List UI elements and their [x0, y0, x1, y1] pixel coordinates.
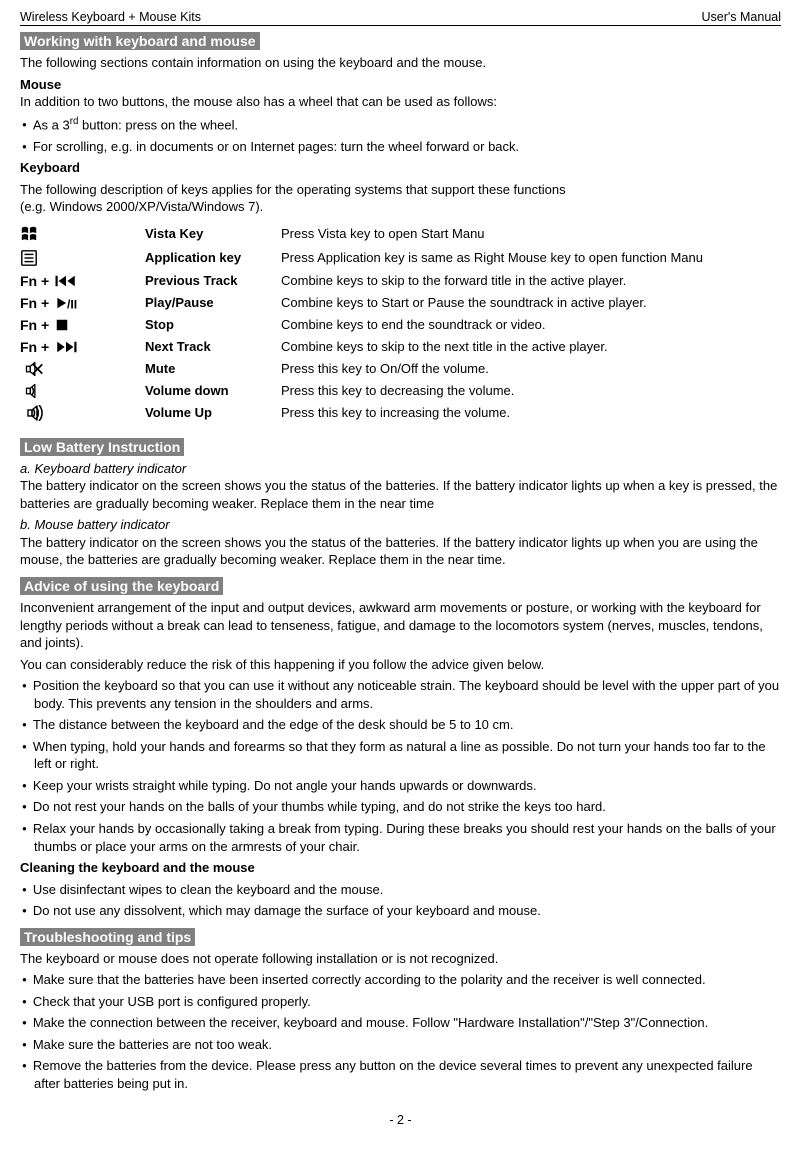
lowbatt-a-body: The battery indicator on the screen show… [20, 477, 781, 512]
lowbatt-b-body: The battery indicator on the screen show… [20, 534, 781, 569]
menu-icon [20, 249, 38, 267]
next-icon [55, 340, 77, 354]
document-page: Wireless Keyboard + Mouse Kits User's Ma… [0, 0, 801, 1147]
list-item: Do not use any dissolvent, which may dam… [20, 902, 781, 920]
key-name: Volume down [145, 380, 281, 402]
key-desc: Press this key to On/Off the volume. [281, 358, 713, 380]
fn-prefix: Fn + [20, 317, 49, 333]
list-item: Make sure that the batteries have been i… [20, 971, 781, 989]
key-row: Fn + Previous TrackCombine keys to skip t… [20, 270, 713, 292]
page-number: - 2 - [20, 1113, 781, 1127]
list-item: Use disinfectant wipes to clean the keyb… [20, 881, 781, 899]
advice-p1: Inconvenient arrangement of the input an… [20, 599, 781, 652]
key-row: Application keyPress Application key is … [20, 246, 713, 270]
list-item: Remove the batteries from the device. Pl… [20, 1057, 781, 1092]
page-header: Wireless Keyboard + Mouse Kits User's Ma… [20, 10, 781, 26]
trouble-p1: The keyboard or mouse does not operate f… [20, 950, 781, 968]
key-desc: Press Application key is same as Right M… [281, 246, 713, 270]
advice-bullets: Position the keyboard so that you can us… [20, 677, 781, 855]
mute-icon [20, 361, 46, 377]
key-row: Volume UpPress this key to increasing th… [20, 402, 713, 424]
windows-icon [20, 225, 38, 243]
list-item: When typing, hold your hands and forearm… [20, 738, 781, 773]
key-desc: Press this key to increasing the volume. [281, 402, 713, 424]
list-item: Position the keyboard so that you can us… [20, 677, 781, 712]
key-name: Volume Up [145, 402, 281, 424]
lowbatt-b-head: b. Mouse battery indicator [20, 516, 781, 534]
stop-icon [55, 318, 69, 332]
cleaning-heading: Cleaning the keyboard and the mouse [20, 859, 781, 877]
key-desc: Press Vista key to open Start Manu [281, 222, 713, 246]
list-item: Check that your USB port is configured p… [20, 993, 781, 1011]
playpause-icon [55, 296, 79, 310]
advice-p2: You can considerably reduce the risk of … [20, 656, 781, 674]
header-right: User's Manual [702, 10, 782, 24]
keyboard-heading: Keyboard [20, 159, 781, 177]
section-working-title: Working with keyboard and mouse [20, 32, 260, 50]
fn-prefix: Fn + [20, 273, 49, 289]
key-name: Vista Key [145, 222, 281, 246]
clean-bullets: Use disinfectant wipes to clean the keyb… [20, 881, 781, 920]
mouse-bullets: As a 3rd button: press on the wheel. For… [20, 115, 781, 155]
key-name: Application key [145, 246, 281, 270]
mouse-bullet-1: As a 3rd button: press on the wheel. [20, 115, 781, 134]
volup-icon [20, 405, 50, 421]
keyboard-intro2: (e.g. Windows 2000/XP/Vista/Windows 7). [20, 198, 781, 216]
voldown-icon [20, 383, 46, 399]
key-row: Volume downPress this key to decreasing … [20, 380, 713, 402]
key-name: Stop [145, 314, 281, 336]
key-desc: Combine keys to skip to the forward titl… [281, 270, 713, 292]
key-name: Previous Track [145, 270, 281, 292]
trouble-bullets: Make sure that the batteries have been i… [20, 971, 781, 1092]
key-desc: Combine keys to Start or Pause the sound… [281, 292, 713, 314]
key-desc: Press this key to decreasing the volume. [281, 380, 713, 402]
key-row: Vista KeyPress Vista key to open Start M… [20, 222, 713, 246]
prev-icon [55, 274, 77, 288]
key-row: MutePress this key to On/Off the volume. [20, 358, 713, 380]
key-name: Next Track [145, 336, 281, 358]
section-advice-title: Advice of using the keyboard [20, 577, 223, 595]
mouse-intro: In addition to two buttons, the mouse al… [20, 93, 781, 111]
fn-prefix: Fn + [20, 295, 49, 311]
list-item: The distance between the keyboard and th… [20, 716, 781, 734]
key-table: Vista KeyPress Vista key to open Start M… [20, 222, 713, 424]
section-trouble-title: Troubleshooting and tips [20, 928, 195, 946]
key-row: Fn + Next TrackCombine keys to skip to th… [20, 336, 713, 358]
keyboard-intro1: The following description of keys applie… [20, 181, 781, 199]
lowbatt-a-head: a. Keyboard battery indicator [20, 460, 781, 478]
list-item: Do not rest your hands on the balls of y… [20, 798, 781, 816]
key-name: Play/Pause [145, 292, 281, 314]
list-item: Make the connection between the receiver… [20, 1014, 781, 1032]
list-item: Make sure the batteries are not too weak… [20, 1036, 781, 1054]
mouse-bullet-2: For scrolling, e.g. in documents or on I… [20, 138, 781, 156]
header-left: Wireless Keyboard + Mouse Kits [20, 10, 201, 24]
key-row: Fn + Play/PauseCombine keys to Start or P… [20, 292, 713, 314]
key-row: Fn + StopCombine keys to end the soundtra… [20, 314, 713, 336]
key-name: Mute [145, 358, 281, 380]
key-desc: Combine keys to skip to the next title i… [281, 336, 713, 358]
fn-prefix: Fn + [20, 339, 49, 355]
working-intro: The following sections contain informati… [20, 54, 781, 72]
list-item: Keep your wrists straight while typing. … [20, 777, 781, 795]
key-desc: Combine keys to end the soundtrack or vi… [281, 314, 713, 336]
section-lowbatt-title: Low Battery Instruction [20, 438, 184, 456]
mouse-heading: Mouse [20, 76, 781, 94]
list-item: Relax your hands by occasionally taking … [20, 820, 781, 855]
